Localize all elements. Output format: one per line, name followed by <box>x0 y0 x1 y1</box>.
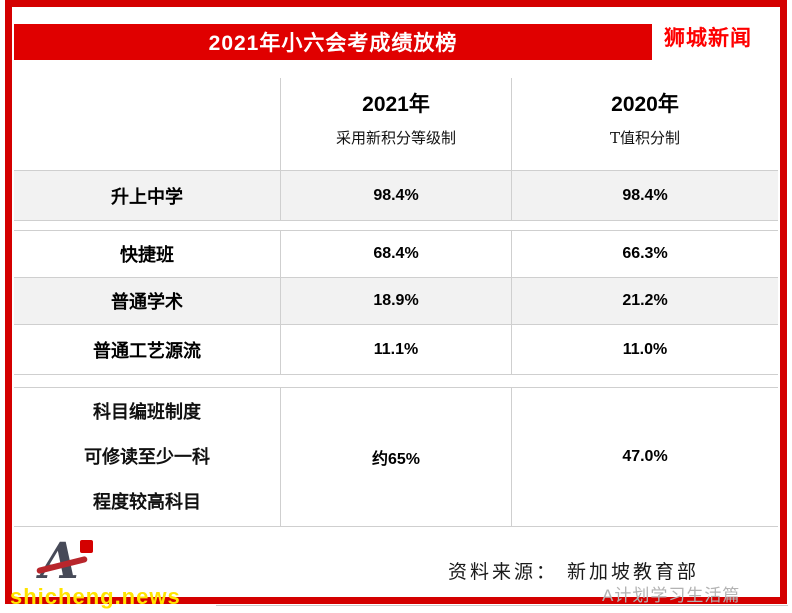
red-frame <box>5 0 787 604</box>
logo-seal-icon <box>80 540 93 553</box>
value-2021: 98.4% <box>280 171 511 220</box>
value-2020: 47.0% <box>511 388 778 526</box>
page-title-banner: 2021年小六会考成绩放榜 <box>14 24 652 60</box>
header-col-2021: 2021年 采用新积分等级制 <box>280 78 511 170</box>
row-label: 科目编班制度 可修读至少一科 程度较高科目 <box>14 388 280 526</box>
row-spacer <box>14 375 778 387</box>
value-2020: 21.2% <box>511 278 778 324</box>
row-spacer <box>14 221 778 230</box>
watermark-text: A计划学习生活篇 <box>602 586 741 605</box>
value-2021: 约65% <box>280 388 511 526</box>
value-2021: 11.1% <box>280 325 511 374</box>
page-title: 2021年小六会考成绩放榜 <box>208 32 458 55</box>
value-2020: 98.4% <box>511 171 778 220</box>
column-sublabel-2021: 采用新积分等级制 <box>335 129 456 147</box>
column-label-2020: 2020年 <box>611 93 679 116</box>
row-normal-academic: 普通学术 18.9% 21.2% <box>14 277 778 324</box>
value-2021: 18.9% <box>280 278 511 324</box>
row-promoted-to-secondary: 升上中学 98.4% 98.4% <box>14 170 778 221</box>
value-2020: 11.0% <box>511 325 778 374</box>
data-source-text: 资料来源： 新加坡教育部 <box>448 561 700 583</box>
row-label: 普通学术 <box>111 292 183 312</box>
site-logo: A <box>34 532 118 594</box>
column-sublabel-2020: T值积分制 <box>609 129 680 147</box>
results-table: 2021年 采用新积分等级制 2020年 T值积分制 升上中学 98.4% 98… <box>14 78 778 527</box>
header-empty-cell <box>14 78 280 170</box>
header-col-2020: 2020年 T值积分制 <box>511 78 778 170</box>
row-label-line-1: 科目编班制度 <box>93 401 201 422</box>
row-label: 普通工艺源流 <box>93 340 201 361</box>
brand-name: 狮城新闻 <box>664 27 752 50</box>
row-label-line-2: 可修读至少一科 <box>84 446 210 467</box>
row-normal-technical: 普通工艺源流 11.1% 11.0% <box>14 324 778 375</box>
row-label: 快捷班 <box>120 245 174 265</box>
row-subject-based-banding: 科目编班制度 可修读至少一科 程度较高科目 约65% 47.0% <box>14 387 778 527</box>
row-express: 快捷班 68.4% 66.3% <box>14 230 778 277</box>
value-2021: 68.4% <box>280 231 511 277</box>
column-label-2021: 2021年 <box>362 93 430 116</box>
table-header-row: 2021年 采用新积分等级制 2020年 T值积分制 <box>14 78 778 170</box>
row-label: 升上中学 <box>111 186 183 207</box>
site-name: shicheng.news <box>10 584 181 609</box>
bottom-divider-line <box>216 605 788 606</box>
row-label-line-3: 程度较高科目 <box>93 491 201 512</box>
value-2020: 66.3% <box>511 231 778 277</box>
